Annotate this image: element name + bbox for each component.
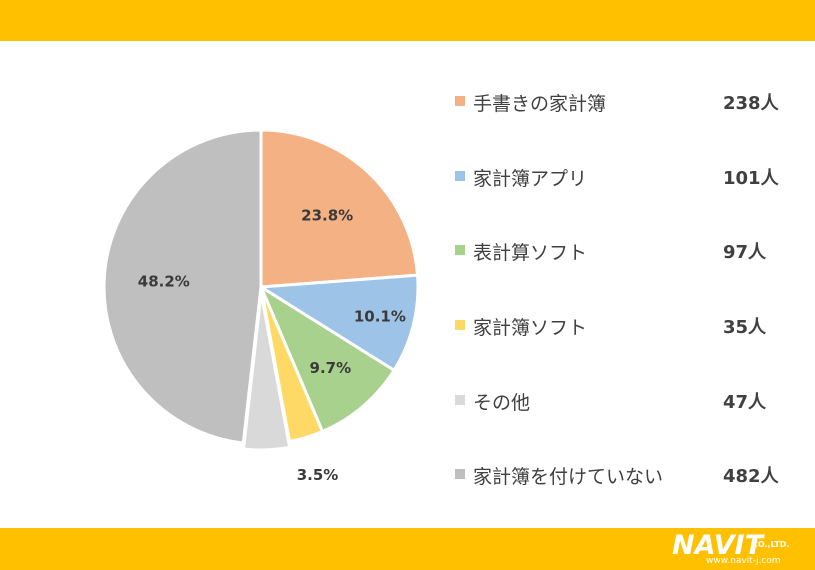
legend-item-app: 家計簿アプリ 101人: [455, 161, 785, 191]
legend-count: 35人: [723, 317, 767, 338]
top-banner: [0, 0, 815, 41]
pie-slice: [102, 128, 263, 445]
legend-swatch: [455, 96, 465, 106]
pie-slice: [256, 273, 420, 373]
slice-label: 9.7%: [310, 359, 352, 377]
logo-url: www.navit-j.com: [706, 556, 781, 566]
slice-label: 3.5%: [297, 466, 339, 484]
pie-slice: [259, 128, 420, 289]
logo-suffix: CO.,LTD.: [752, 540, 790, 549]
pie-slice: [241, 292, 292, 452]
company-logo: NAVIT CO.,LTD. www.navit-j.com: [672, 530, 812, 568]
legend-item-none: 家計簿を付けていない 482人: [455, 459, 785, 489]
legend-swatch: [455, 395, 465, 405]
legend-label: その他: [473, 392, 531, 414]
legend-swatch: [455, 320, 465, 330]
legend-swatch: [455, 171, 465, 181]
legend-label: 家計簿アプリ: [473, 168, 588, 190]
legend-count: 47人: [723, 392, 767, 413]
legend-item-handwritten: 手書きの家計簿 238人: [455, 86, 785, 116]
slice-label: 23.8%: [301, 207, 353, 225]
legend-count: 101人: [723, 168, 779, 189]
legend-count: 97人: [723, 242, 767, 263]
legend-label: 手書きの家計簿: [473, 93, 607, 115]
legend-item-other: その他 47人: [455, 385, 785, 415]
legend-label: 家計簿ソフト: [473, 317, 588, 339]
legend-item-spreadsheet: 表計算ソフト 97人: [455, 235, 785, 265]
slice-label: 48.2%: [138, 272, 190, 290]
legend-count: 238人: [723, 93, 779, 114]
legend-label: 表計算ソフト: [473, 242, 588, 264]
slice-label: 10.1%: [354, 307, 406, 325]
legend-swatch: [455, 245, 465, 255]
legend-swatch: [455, 469, 465, 479]
logo-brand: NAVIT: [672, 530, 764, 561]
pie-chart: 23.8% 10.1% 9.7% 3.5% 4.7% 48.2%: [102, 128, 420, 491]
legend-item-software: 家計簿ソフト 35人: [455, 310, 785, 340]
slice-label: 4.7%: [247, 488, 289, 491]
legend-label: 家計簿を付けていない: [473, 466, 664, 488]
legend-count: 482人: [723, 466, 779, 487]
bottom-banner: [0, 528, 815, 570]
pie-slice: [257, 283, 397, 434]
